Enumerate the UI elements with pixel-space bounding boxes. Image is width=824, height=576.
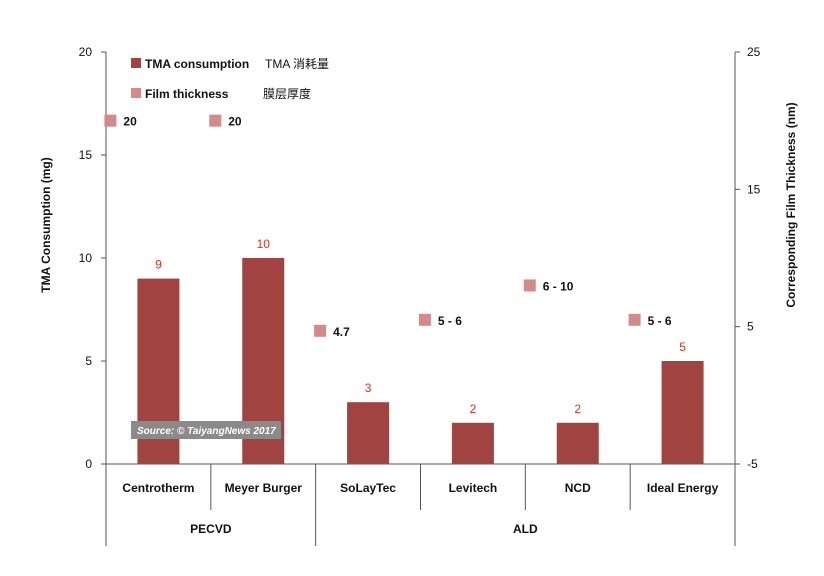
thickness-marker — [418, 313, 431, 326]
legend-marker-swatch — [131, 88, 141, 98]
thickness-label: 4.7 — [333, 325, 350, 339]
right-tick-label: 5 — [747, 320, 754, 334]
y-axis-title: TMA Consumption (mg) — [39, 157, 53, 293]
thickness-marker — [104, 114, 117, 127]
bar-value-label: 5 — [679, 340, 686, 354]
left-tick-label: 5 — [85, 354, 92, 368]
thickness-label: 20 — [123, 115, 137, 129]
thickness-label: 5 - 6 — [438, 314, 462, 328]
bar-value-label: 9 — [155, 258, 162, 272]
marker-series: 20 20 4.7 5 - 6 6 - 10 5 - 6 — [104, 114, 672, 339]
thickness-marker — [314, 324, 327, 337]
thickness-marker — [209, 114, 222, 127]
bar — [556, 422, 599, 464]
legend-bar-swatch — [131, 58, 141, 68]
thickness-marker — [523, 279, 536, 292]
bar-value-label: 3 — [365, 381, 372, 395]
bar — [347, 402, 390, 464]
thickness-marker — [628, 313, 641, 326]
bar — [451, 422, 494, 464]
bar-value-label: 2 — [574, 402, 581, 416]
left-tick-label: 20 — [79, 45, 93, 59]
group-label: PECVD — [190, 522, 232, 536]
category-label: Levitech — [449, 481, 498, 495]
category-label: Meyer Burger — [225, 481, 303, 495]
thickness-label: 6 - 10 — [543, 279, 574, 293]
group-label: ALD — [513, 522, 538, 536]
right-tick-label: 15 — [747, 182, 761, 196]
category-label: Centrotherm — [122, 481, 194, 495]
source-note-text: Source: © TaiyangNews 2017 — [137, 426, 276, 437]
bar — [661, 361, 704, 464]
legend-bar-label-cn: TMA 消耗量 — [265, 57, 329, 71]
legend-marker-label: Film thickness — [145, 87, 229, 101]
bar-value-label: 10 — [257, 237, 271, 251]
thickness-label: 5 - 6 — [648, 314, 672, 328]
bar-value-label: 2 — [470, 402, 477, 416]
category-label: SoLayTec — [340, 481, 396, 495]
left-tick-label: 10 — [79, 251, 93, 265]
legend: TMA consumption TMA 消耗量 Film thickness 膜… — [131, 57, 329, 101]
thickness-label: 20 — [228, 115, 242, 129]
right-tick-label: -5 — [747, 457, 758, 471]
y2-axis-title: Corresponding Film Thickness (nm) — [784, 102, 798, 307]
category-label: NCD — [565, 481, 591, 495]
right-tick-label: 25 — [747, 45, 761, 59]
legend-bar-label: TMA consumption — [145, 57, 249, 71]
left-tick-label: 15 — [79, 148, 93, 162]
legend-marker-label-cn: 膜层厚度 — [263, 86, 311, 101]
category-label: Ideal Energy — [647, 481, 719, 495]
left-axis: 0 5 10 15 20 — [79, 45, 107, 471]
source-note: Source: © TaiyangNews 2017 — [131, 421, 281, 439]
right-axis: -5 5 15 25 — [734, 45, 761, 471]
left-tick-label: 0 — [85, 457, 92, 471]
x-axis: Centrotherm Meyer Burger SoLayTec Levitech N… — [105, 463, 736, 546]
